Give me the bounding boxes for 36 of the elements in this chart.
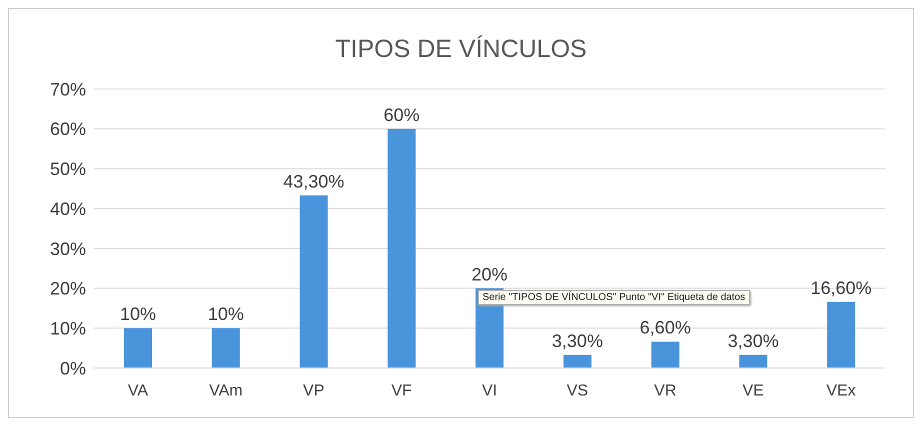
y-tick-label: 30% [50, 238, 86, 259]
x-tick-label: VE [742, 382, 764, 400]
bar [739, 354, 768, 368]
y-tick-label: 10% [50, 318, 86, 339]
x-tick-label: VA [128, 382, 148, 400]
data-label: 60% [384, 104, 420, 125]
data-label: 3,30% [728, 330, 779, 351]
bar [651, 342, 680, 368]
bar [827, 302, 856, 368]
x-tick-label: VEx [826, 382, 856, 400]
x-tick-label: VS [566, 382, 588, 400]
y-tick-label: 20% [50, 278, 86, 299]
x-tick-label: VF [391, 382, 412, 400]
data-label: 20% [472, 264, 508, 284]
data-label: 10% [120, 304, 156, 324]
data-label: 10% [208, 304, 244, 324]
bar [300, 195, 328, 368]
y-tick-label: 60% [50, 119, 86, 140]
x-tick-label: VP [303, 382, 324, 400]
x-tick-label: VR [654, 382, 676, 400]
x-tick-label: VI [482, 382, 498, 400]
y-tick-label: 40% [50, 198, 86, 219]
x-tick-label: VAm [209, 382, 243, 400]
bar [563, 354, 592, 368]
data-label: 3,30% [552, 330, 603, 351]
y-tick-label: 70% [50, 79, 86, 100]
bar [212, 328, 240, 368]
y-tick-label: 0% [60, 358, 86, 378]
data-label: 43,30% [283, 171, 344, 192]
data-label: 6,60% [640, 318, 691, 338]
chart-title: TIPOS DE VÍNCULOS [334, 35, 588, 64]
bar [388, 128, 416, 368]
annotation: Serie "TIPOS DE VÍNCULOS" Punto "VI" Etiqueta de datos [478, 290, 750, 306]
y-tick-label: 50% [50, 159, 86, 180]
bar [124, 328, 152, 368]
data-label: 16,60% [810, 278, 872, 298]
